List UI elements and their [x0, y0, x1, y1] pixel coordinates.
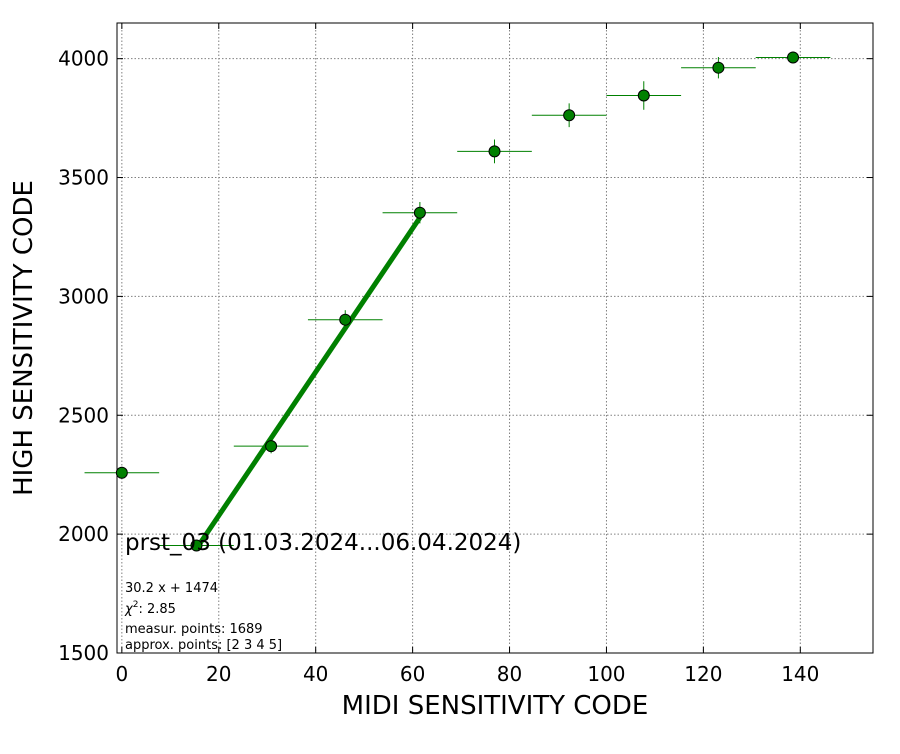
chi2-value: : 2.85: [138, 602, 175, 617]
data-point: [115, 466, 128, 479]
error-bars: [84, 51, 831, 551]
chart-title-annotation: prst_03 (01.03.2024...06.04.2024): [125, 530, 521, 556]
x-tick-label: 100: [587, 662, 625, 686]
data-point: [712, 61, 725, 74]
x-tick-label: 80: [497, 662, 522, 686]
plot-frame: [116, 22, 874, 654]
data-point: [413, 206, 426, 219]
approx-points-annotation: approx. points: [2 3 4 5]: [125, 638, 282, 653]
y-tick-label: 3000: [58, 284, 109, 308]
fit-line-group: [194, 216, 422, 551]
chi2-symbol: χ: [124, 602, 134, 617]
data-point: [265, 440, 278, 453]
x-tick-label: 140: [781, 662, 819, 686]
data-point: [563, 109, 576, 122]
data-point: [787, 51, 800, 64]
data-point: [488, 145, 501, 158]
y-tick-label: 2000: [58, 522, 109, 546]
data-point: [339, 313, 352, 326]
y-tick-label: 4000: [58, 47, 109, 71]
fit-equation-annotation: 30.2 x + 1474: [125, 581, 218, 596]
x-tick-label: 120: [684, 662, 722, 686]
measur-points-annotation: measur. points: 1689: [125, 622, 263, 637]
chi2-superscript: 2: [133, 600, 139, 610]
fit-line: [194, 216, 422, 551]
y-axis-label: HIGH SENSITIVITY CODE: [9, 180, 39, 496]
x-axis-label: MIDI SENSITIVITY CODE: [342, 691, 649, 721]
x-tick-label: 40: [303, 662, 328, 686]
chi2-annotation: χ2: 2.85: [124, 600, 176, 617]
y-tick-label: 3500: [58, 166, 109, 190]
axis-ticks: 0 20 40 60 80 100 120 140 1500 2000 2500 3000 3500 40…: [58, 23, 873, 686]
y-tick-label: 1500: [58, 641, 109, 665]
data-points: [115, 51, 800, 552]
x-tick-label: 60: [400, 662, 425, 686]
grid: [117, 23, 873, 654]
x-tick-label: 20: [206, 662, 231, 686]
x-tick-label: 0: [115, 662, 128, 686]
y-tick-label: 2500: [58, 403, 109, 427]
data-point: [637, 89, 650, 102]
data-point: [190, 539, 203, 552]
